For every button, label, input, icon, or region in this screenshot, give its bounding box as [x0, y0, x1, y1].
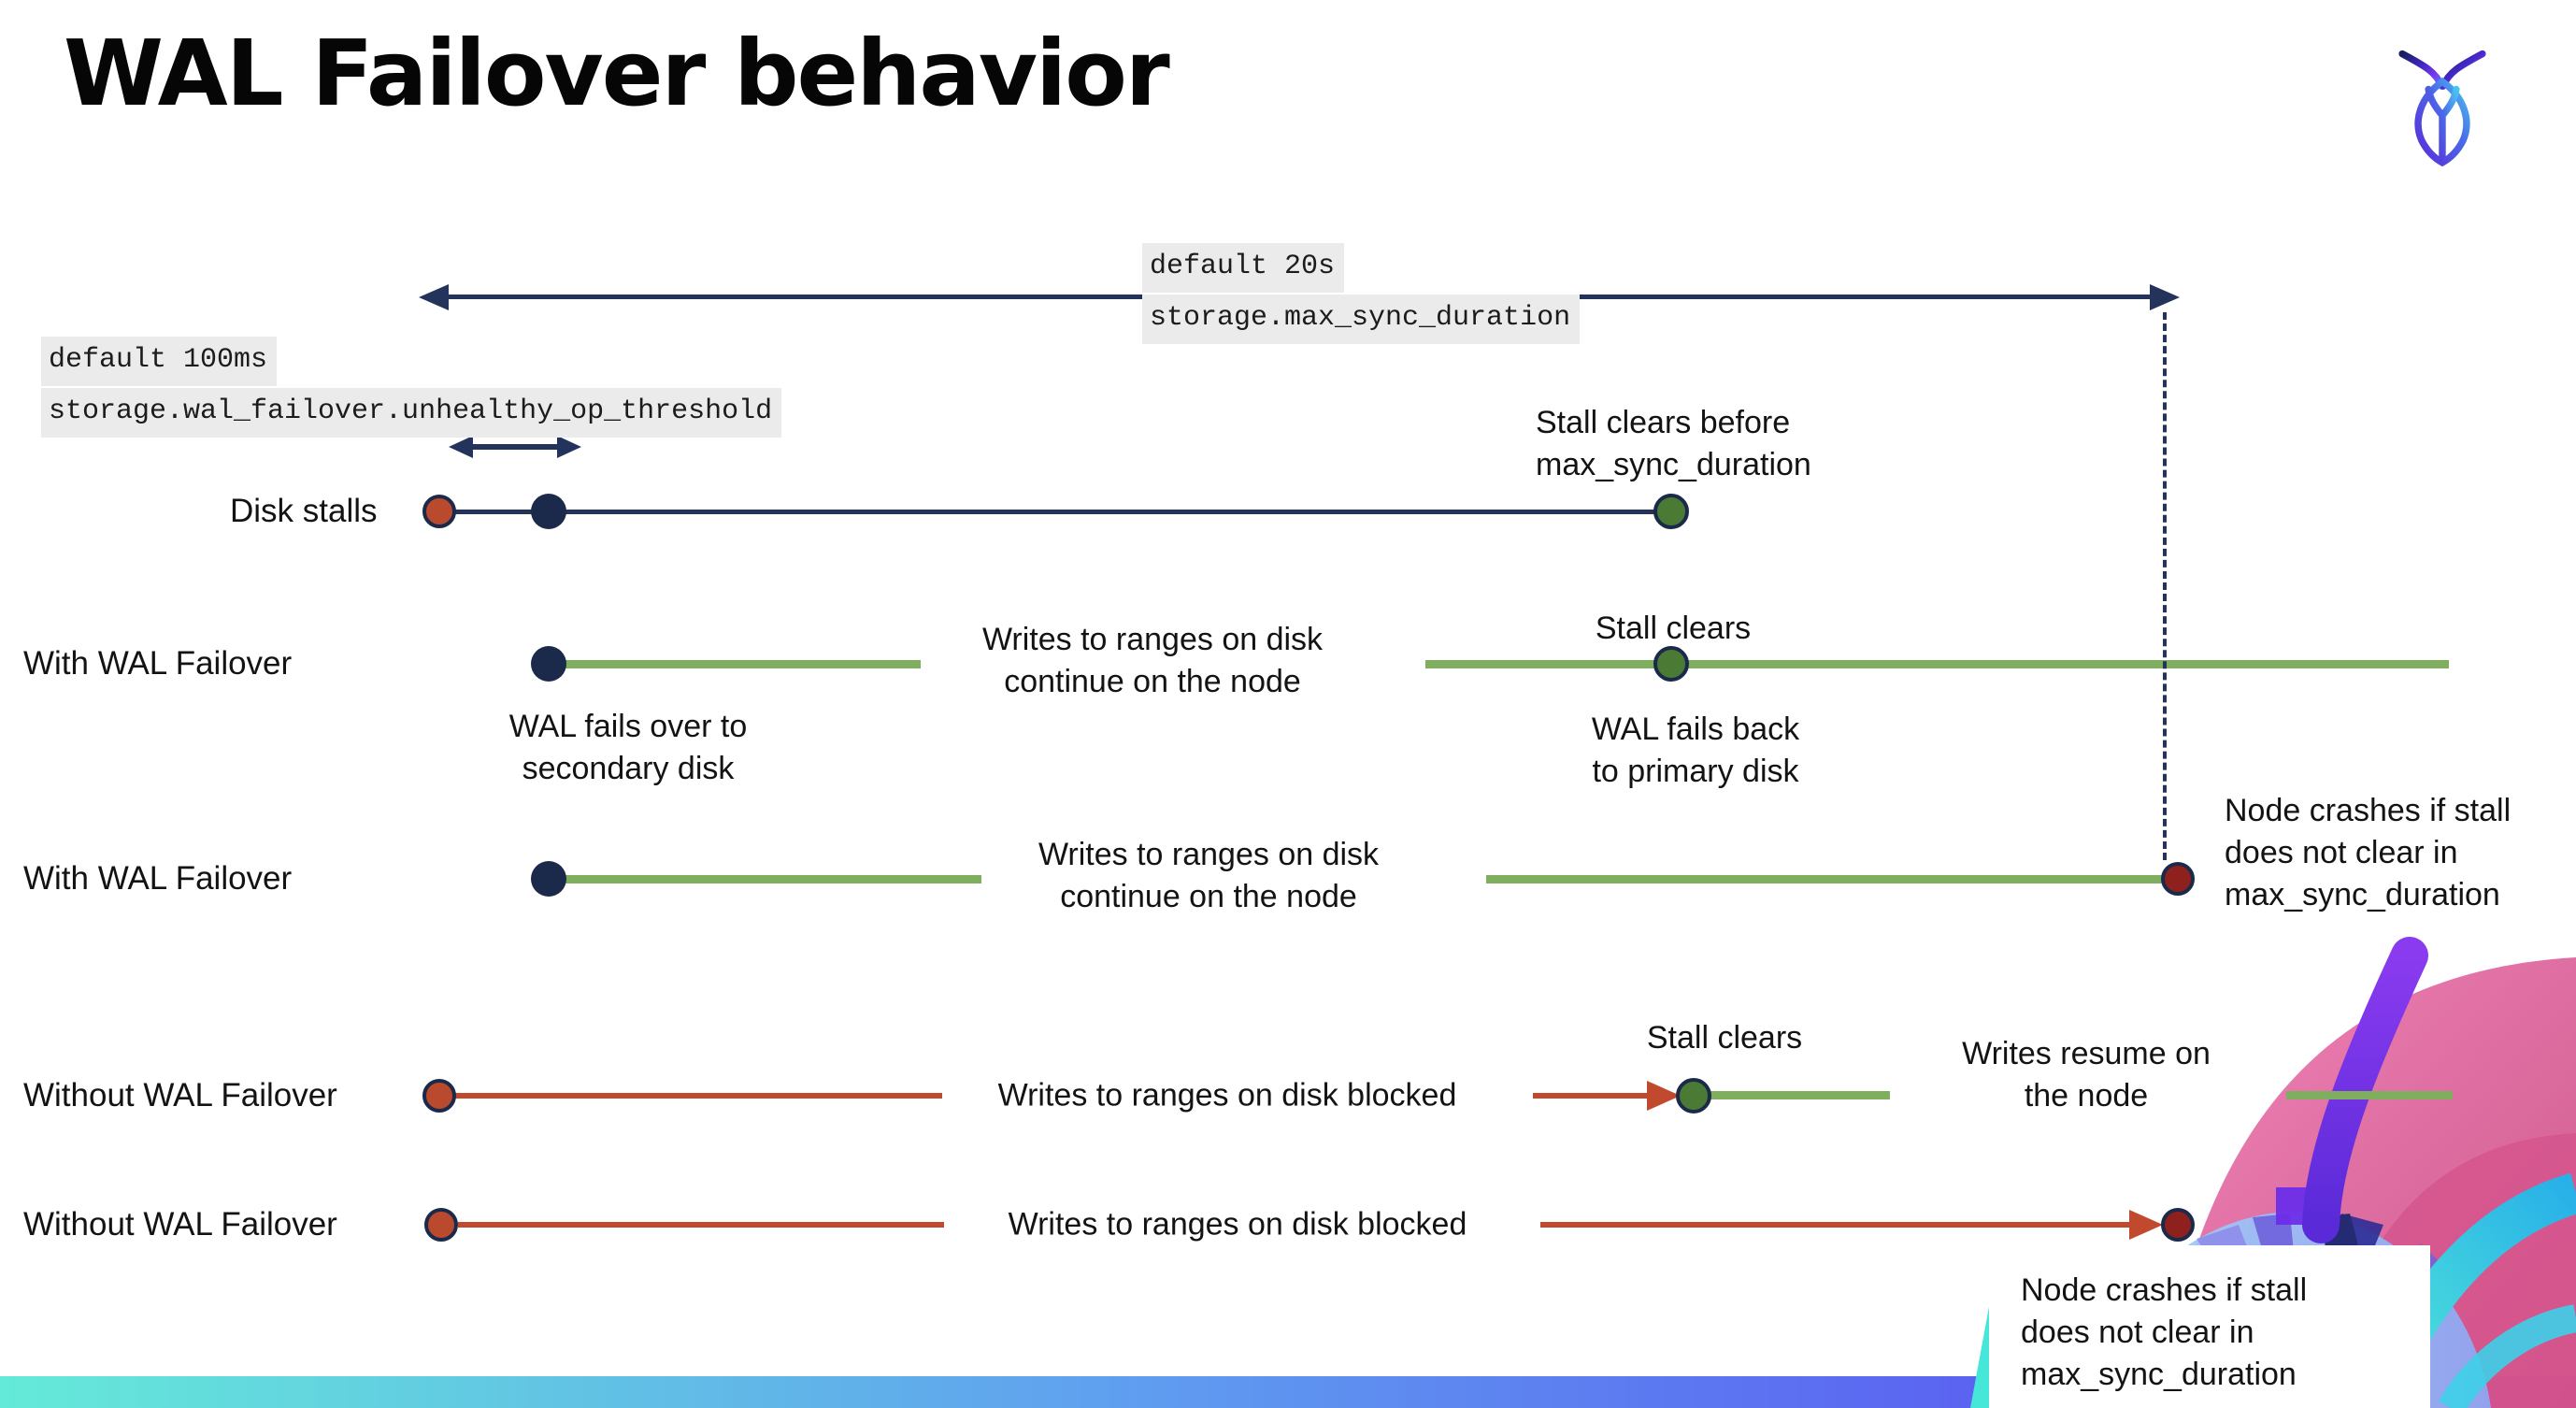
- writes-blocked-line: [454, 1093, 942, 1099]
- row-label-without-wal-failover-1: Without WAL Failover: [23, 1077, 337, 1113]
- note-stall-clears-before: Stall clears before max_sync_duration: [1536, 405, 1811, 483]
- note-writes-continue: Writes to ranges on disk continue on the…: [981, 621, 1324, 699]
- stall-start-dot: [424, 1208, 458, 1242]
- arrowhead-left-icon: [449, 436, 473, 458]
- disk-stall-timeline: [454, 510, 1656, 514]
- arrowhead-right-icon: [557, 436, 581, 458]
- unhealthy-op-threshold-config-label: default 100ms storage.wal_failover.unhea…: [41, 337, 782, 439]
- node-crash-dot: [2161, 1208, 2195, 1242]
- writes-blocked-line: [458, 1222, 944, 1228]
- writes-blocked-line: [1533, 1093, 1662, 1099]
- note-node-crashes: Node crashes if stall does not clear in …: [2225, 793, 2512, 913]
- row-label-disk-stalls: Disk stalls: [230, 493, 378, 529]
- writes-continue-line: [1425, 660, 2449, 668]
- note-writes-blocked: Writes to ranges on disk blocked: [997, 1077, 1457, 1113]
- row-label-without-wal-failover-2: Without WAL Failover: [23, 1206, 337, 1243]
- threshold-dot: [531, 494, 566, 529]
- note-wal-fails-over: WAL fails over to secondary disk: [508, 709, 748, 787]
- config-default-value: default 20s: [1142, 243, 1345, 293]
- writes-blocked-line: [1540, 1222, 2142, 1228]
- failover-dot: [531, 646, 566, 682]
- note-wal-fails-back: WAL fails back to primary disk: [1591, 711, 1800, 790]
- writes-continue-line: [561, 660, 921, 668]
- note-writes-blocked: Writes to ranges on disk blocked: [1008, 1206, 1467, 1243]
- note-writes-resume: Writes resume on the node: [1962, 1036, 2211, 1114]
- config-setting-name: storage.max_sync_duration: [1142, 295, 1581, 344]
- arrowhead-right-icon: [2150, 284, 2180, 310]
- stall-start-dot: [422, 1079, 456, 1113]
- arrowhead-left-icon: [419, 284, 449, 310]
- node-crash-dot: [2161, 862, 2195, 896]
- dashed-crash-connector-line: [2163, 312, 2167, 860]
- note-writes-continue: Writes to ranges on disk continue on the…: [1038, 836, 1380, 914]
- page-title: WAL Failover behavior: [64, 21, 1170, 126]
- note-stall-clears: Stall clears: [1595, 611, 1752, 646]
- writes-resume-line: [2286, 1091, 2453, 1099]
- cockroachdb-logo-icon: [2398, 50, 2486, 166]
- note-stall-clears: Stall clears: [1646, 1020, 1803, 1056]
- stall-clears-dot: [1653, 494, 1689, 529]
- row-label-with-wal-failover-1: With WAL Failover: [23, 645, 293, 682]
- threshold-arrow-line: [472, 444, 558, 450]
- node-crash-note-box: Node crashes if stall does not clear in …: [1989, 1245, 2430, 1408]
- row-label-with-wal-failover-2: With WAL Failover: [23, 860, 293, 897]
- stall-start-dot: [422, 495, 456, 528]
- config-default-value: default 100ms: [41, 337, 278, 386]
- writes-resume-line: [1710, 1091, 1890, 1099]
- stall-clears-dot: [1676, 1078, 1711, 1113]
- writes-continue-line: [1486, 875, 2165, 884]
- arrowhead-right-icon: [2129, 1210, 2163, 1240]
- note-node-crashes: Node crashes if stall does not clear in …: [2021, 1272, 2308, 1393]
- max-sync-duration-config-label: default 20s storage.max_sync_duration: [1142, 243, 1581, 346]
- writes-continue-line: [561, 875, 981, 884]
- config-setting-name: storage.wal_failover.unhealthy_op_thresh…: [41, 388, 782, 438]
- failover-dot: [531, 861, 566, 897]
- arrowhead-right-icon: [1647, 1081, 1681, 1111]
- stall-clears-dot: [1653, 646, 1689, 682]
